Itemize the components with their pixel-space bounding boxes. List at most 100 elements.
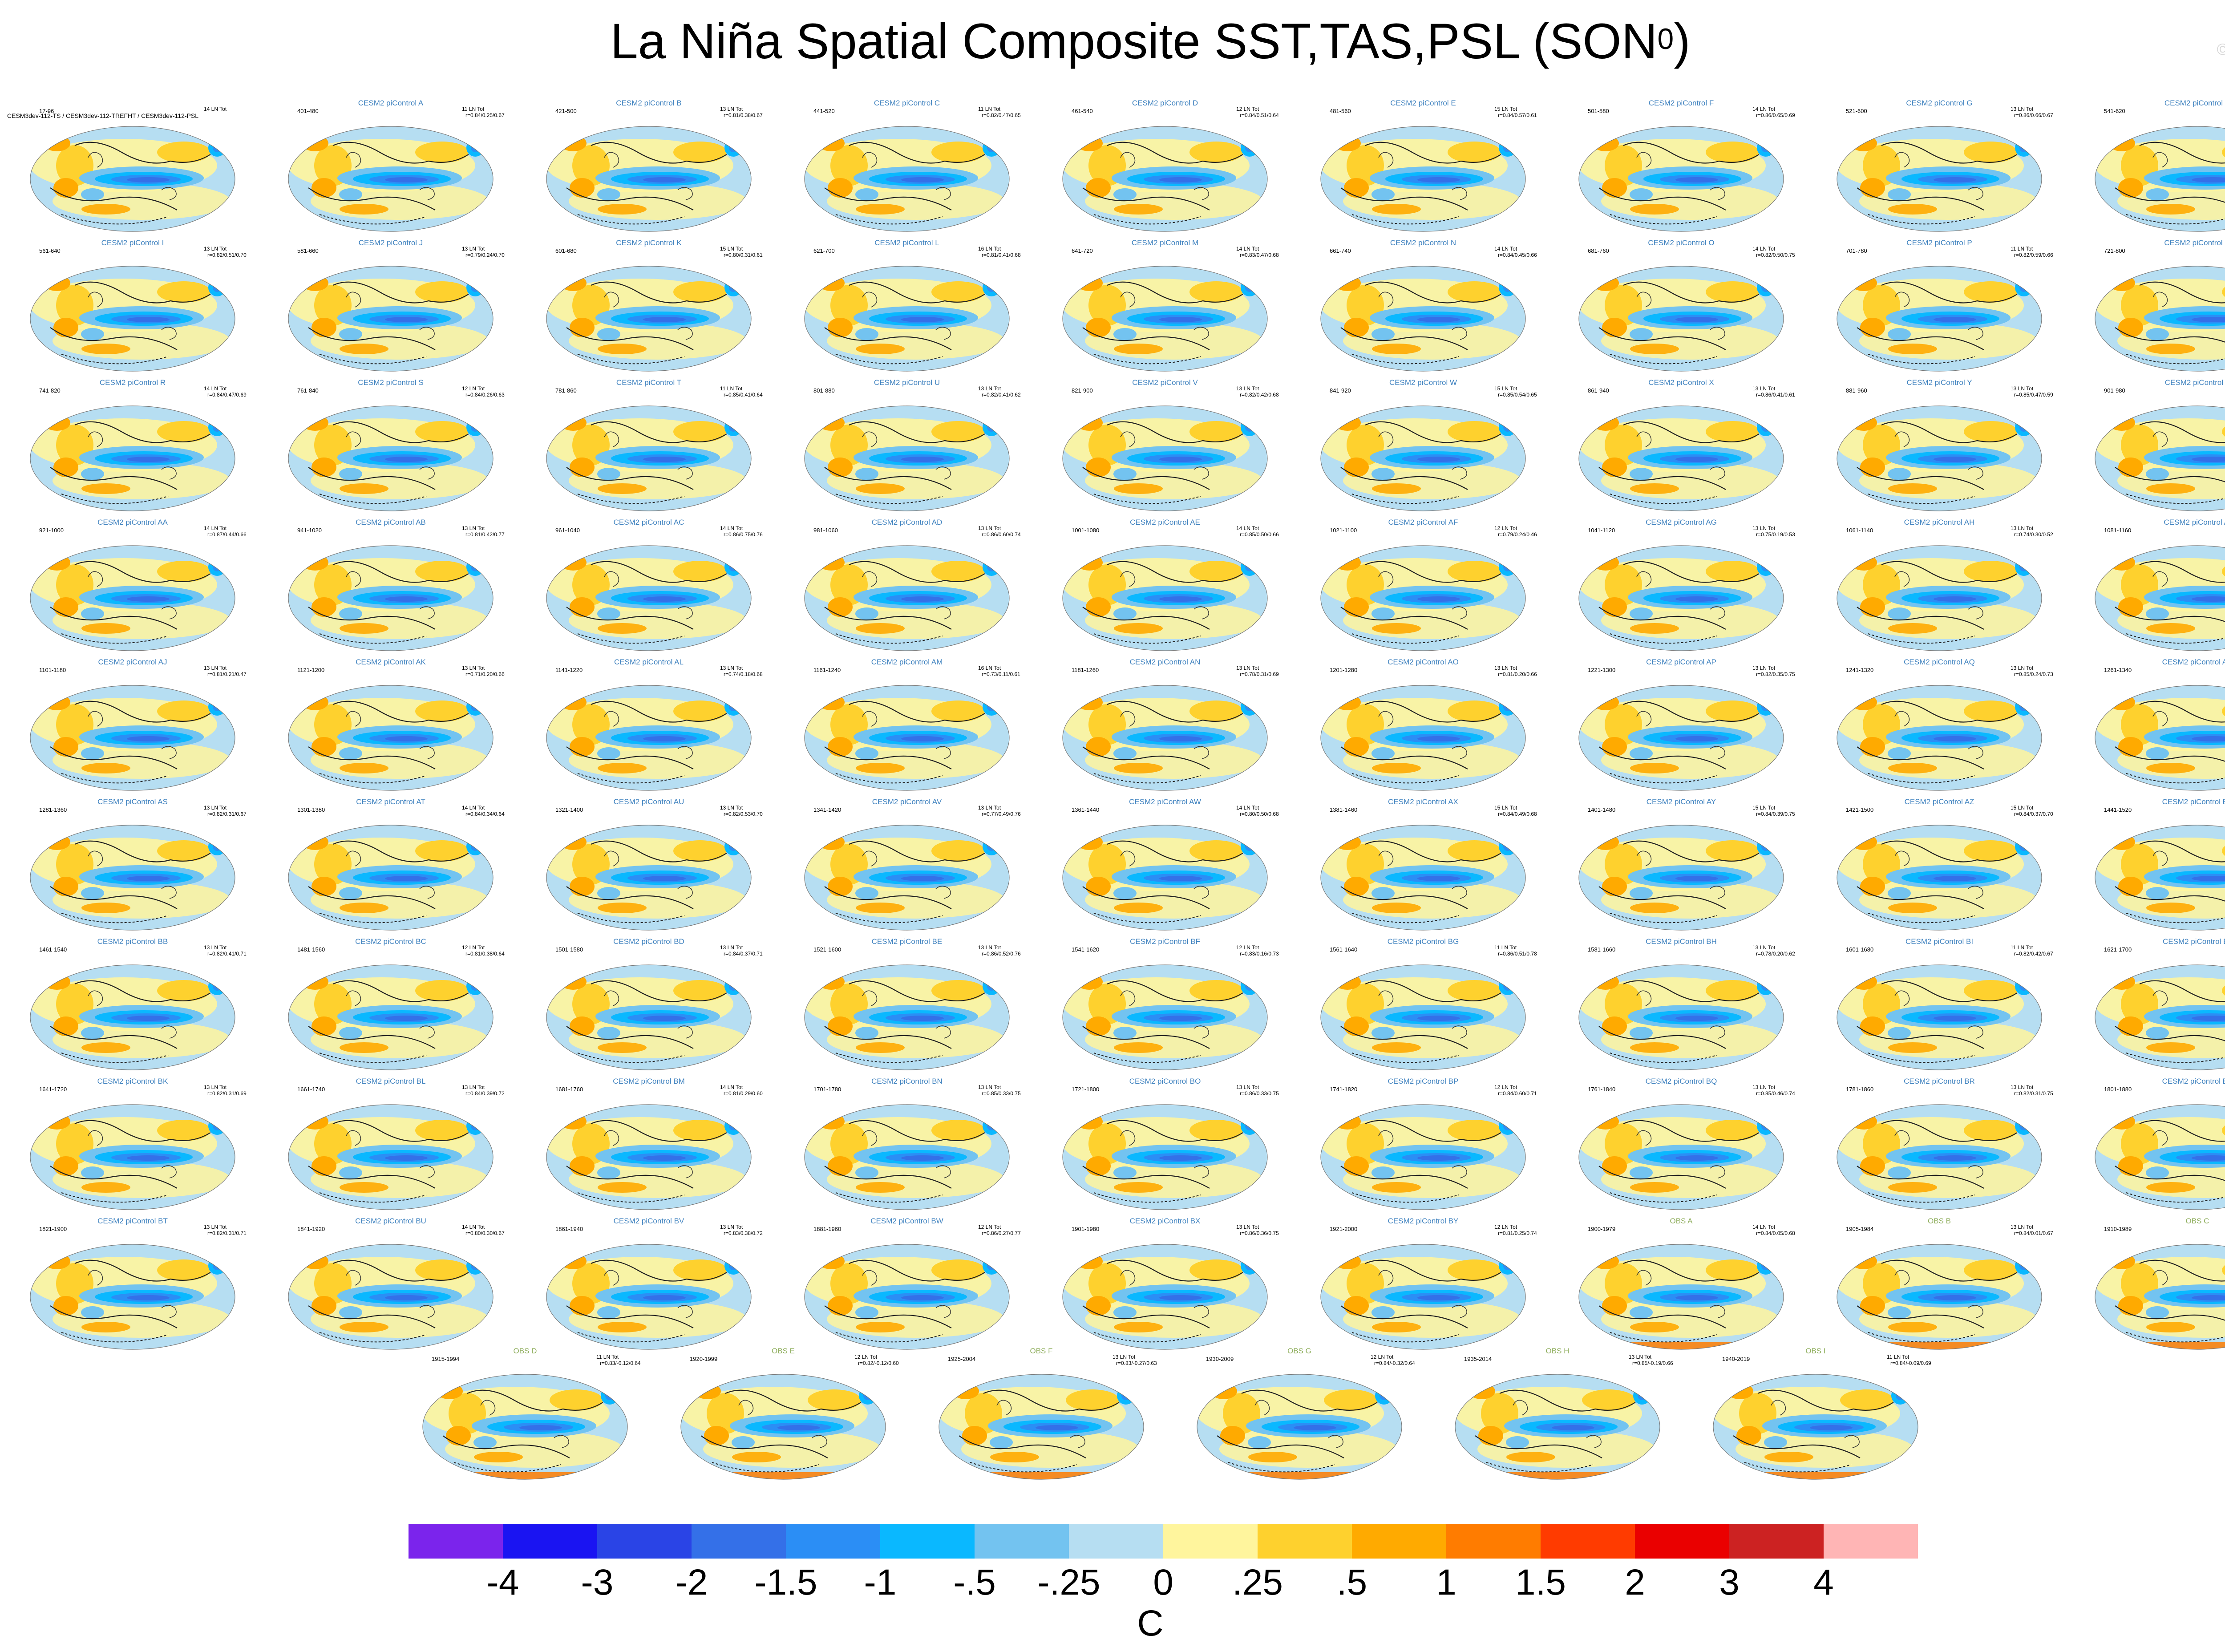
map-outline	[680, 1374, 886, 1480]
map-field	[288, 266, 493, 371]
panel-years: 1920-1999	[690, 1356, 718, 1362]
panel-pattern-correlation: r=0.85/-0.19/0.66	[1632, 1360, 1673, 1366]
panel-title: CESM2 piControl BF	[1130, 937, 1200, 946]
map-outline	[1837, 1244, 2042, 1350]
panel-event-count: 16 LN Tot	[978, 665, 1001, 671]
map-panel: CESM2 piControl AB 941-1020 13 LN Tot r=0.8…	[266, 518, 515, 658]
panel-pattern-correlation: r=0.71/0.20/0.66	[465, 671, 505, 677]
panel-years: 1721-1800	[1072, 1086, 1100, 1093]
map-outline	[1578, 126, 1784, 232]
map-panel: CESM2 piControl BL 1661-1740 13 LN Tot r=0.…	[266, 1077, 515, 1217]
map-field	[805, 685, 1009, 790]
map-panel: OBS E 1920-1999 12 LN Tot r=0.82/-0.12/0.60	[659, 1347, 908, 1487]
map-field	[2095, 825, 2225, 930]
panel-title: CESM2 piControl AO	[1388, 658, 1459, 666]
map-panel: CESM2 piControl AQ 1241-1320 13 LN Tot r=0.…	[1815, 658, 2064, 798]
map-plot	[1320, 825, 1526, 931]
panel-pattern-correlation: r=0.86/0.66/0.67	[2014, 112, 2053, 118]
map-field	[30, 1244, 235, 1349]
panel-years: 1541-1620	[1072, 946, 1100, 953]
panel-years: 1621-1700	[2104, 946, 2132, 953]
map-panel: CESM2 piControl AY 1401-1480 15 LN Tot r=0.…	[1557, 798, 1806, 938]
panel-pattern-correlation: r=0.86/0.75/0.76	[724, 531, 763, 538]
panel-event-count: 12 LN Tot	[1494, 1084, 1517, 1090]
map-panel: CESM2 piControl T 781-860 11 LN Tot r=0.85/…	[524, 378, 773, 518]
cvdp-credit: © CVDP	[2217, 40, 2225, 58]
panel-event-count: 13 LN Tot	[2011, 665, 2034, 671]
panel-years: 1901-1980	[1072, 1226, 1100, 1232]
colorbar	[409, 1524, 1918, 1559]
panel-years: 1940-2019	[1722, 1356, 1750, 1362]
colorbar-swatch	[1258, 1524, 1352, 1559]
map-field	[1063, 825, 1267, 930]
map-panel: CESM2 piControl AW 1361-1440 14 LN Tot r=0.…	[1040, 798, 1290, 938]
panel-title: CESM2 piControl BM	[613, 1077, 685, 1085]
map-outline	[1837, 964, 2042, 1070]
map-field	[546, 1244, 751, 1349]
panel-event-count: 13 LN Tot	[2011, 385, 2034, 392]
panel-years: 1905-1984	[1846, 1226, 1874, 1232]
map-outline	[1837, 685, 2042, 791]
map-field	[1321, 1105, 1525, 1210]
panel-title: CESM2 piControl AX	[1388, 798, 1458, 806]
map-outline	[1062, 405, 1268, 511]
colorbar-tick: -.5	[953, 1562, 996, 1603]
map-field	[2095, 1105, 2225, 1210]
map-outline	[1578, 545, 1784, 651]
map-plot	[1578, 126, 1784, 232]
panel-title: CESM2 piControl AB	[356, 518, 426, 526]
panel-event-count: 13 LN Tot	[1752, 944, 1776, 951]
panel-years: 661-740	[1330, 247, 1351, 254]
map-outline	[30, 1104, 235, 1210]
panel-years: 1861-1940	[555, 1226, 583, 1232]
panel-title: CESM2 piControl AU	[613, 798, 684, 806]
panel-title: CESM2 piControl BY	[1388, 1217, 1459, 1225]
map-field	[1197, 1374, 1402, 1479]
panel-event-count: 11 LN Tot	[462, 106, 485, 112]
map-field	[546, 965, 751, 1070]
title-superscript: 0	[1657, 22, 1674, 55]
map-outline	[2095, 685, 2225, 791]
panel-pattern-correlation: r=0.82/0.51/0.70	[207, 252, 247, 258]
panel-event-count: 14 LN Tot	[462, 1224, 485, 1230]
panel-title: CESM2 piControl G	[1906, 99, 1973, 107]
panel-event-count: 14 LN Tot	[1752, 1224, 1776, 1230]
colorbar-tick: 1	[1436, 1562, 1456, 1603]
map-outline	[939, 1374, 1144, 1480]
map-panel: CESM2 piControl BI 1601-1680 11 LN Tot r=0.…	[1815, 937, 2064, 1077]
map-outline	[288, 1244, 494, 1350]
map-field	[681, 1374, 886, 1479]
panel-years: 681-760	[1588, 247, 1609, 254]
map-outline	[30, 266, 235, 372]
map-panel: CESM2 piControl BJ1621-170013 LN Totr=0.…	[2073, 937, 2225, 1077]
colorbar-swatch	[1541, 1524, 1635, 1559]
map-outline	[2095, 405, 2225, 511]
panel-title: CESM2 piControl AT	[356, 798, 425, 806]
panel-years: 1421-1500	[1846, 806, 1874, 813]
map-field	[2095, 1244, 2225, 1349]
colorbar-tick: 2	[1625, 1562, 1645, 1603]
map-panel: CESM2 piControl AU 1321-1400 13 LN Tot r=0.…	[524, 798, 773, 938]
panel-title: CESM2 piControl BE	[871, 937, 943, 946]
panel-pattern-correlation: r=0.84/0.39/0.72	[465, 1090, 505, 1097]
map-panel: CESM2 piControl W 841-920 15 LN Tot r=0.85/…	[1299, 378, 1548, 518]
map-panel: CESM2 piControl L 621-700 16 LN Tot r=0.81/…	[782, 239, 1032, 379]
panel-title: CESM2 piControl BL	[356, 1077, 426, 1085]
panel-event-count: 15 LN Tot	[1494, 106, 1517, 112]
panel-years: 1935-2014	[1464, 1356, 1492, 1362]
map-panel: CESM2 piControl J 581-660 13 LN Tot r=0.79/…	[266, 239, 515, 379]
map-plot	[1062, 545, 1268, 651]
map-plot	[30, 964, 235, 1070]
panel-years: 841-920	[1330, 387, 1351, 394]
map-plot	[30, 545, 235, 651]
map-outline	[804, 545, 1010, 651]
map-panel: CESM2 piControl C 441-520 11 LN Tot r=0.82/…	[782, 99, 1032, 239]
panel-pattern-correlation: r=0.84/0.01/0.67	[2014, 1230, 2053, 1236]
map-panel: CESM2 piControl AZ 1421-1500 15 LN Tot r=0.…	[1815, 798, 2064, 938]
panel-pattern-correlation: r=0.85/0.24/0.73	[2014, 671, 2053, 677]
panel-pattern-correlation: r=0.74/0.18/0.68	[724, 671, 763, 677]
map-outline	[2095, 825, 2225, 931]
map-outline	[2095, 266, 2225, 372]
panel-event-count: 13 LN Tot	[204, 1224, 227, 1230]
